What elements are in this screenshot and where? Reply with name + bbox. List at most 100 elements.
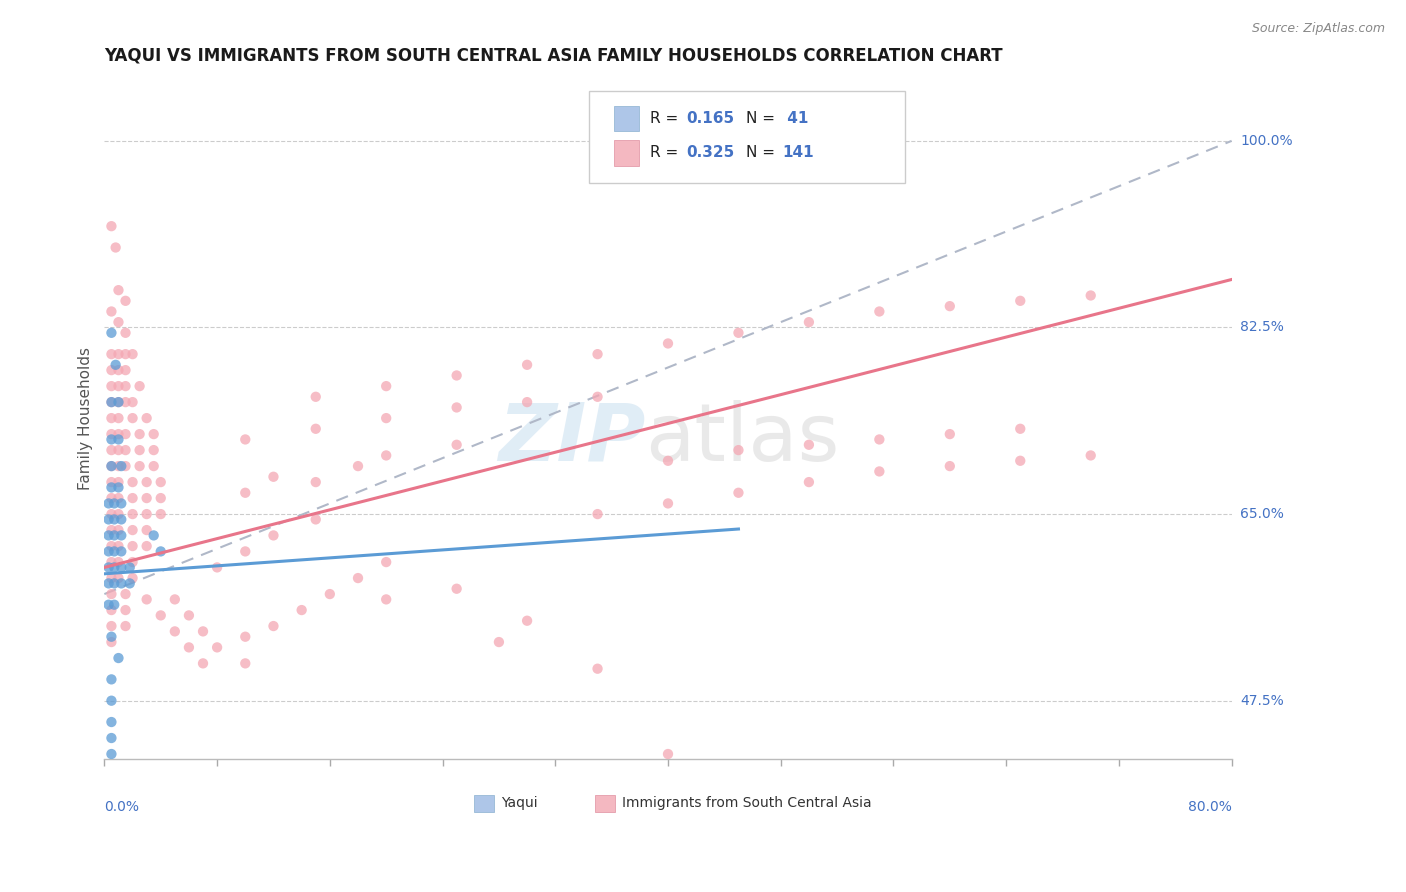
Point [100, 363, 122, 377]
Point [107, 475, 129, 489]
Point [233, 433, 256, 447]
Point [128, 459, 150, 474]
Point [1010, 422, 1032, 436]
Point [114, 459, 136, 474]
Point [104, 240, 127, 254]
Point [107, 379, 129, 393]
Point [100, 395, 122, 409]
Point [100, 731, 122, 745]
Point [516, 614, 538, 628]
Point [114, 603, 136, 617]
Point [121, 347, 143, 361]
Point [107, 459, 129, 474]
Point [100, 539, 122, 553]
Point [121, 507, 143, 521]
Point [100, 459, 122, 474]
FancyBboxPatch shape [614, 105, 638, 131]
Point [107, 395, 129, 409]
Point [107, 539, 129, 553]
Point [100, 630, 122, 644]
Text: Immigrants from South Central Asia: Immigrants from South Central Asia [621, 797, 872, 810]
Point [107, 555, 129, 569]
Point [142, 443, 165, 458]
Point [103, 512, 125, 526]
Point [446, 368, 468, 383]
Point [149, 544, 172, 558]
Point [121, 475, 143, 489]
Point [135, 592, 157, 607]
Point [263, 528, 285, 542]
Text: YAQUI VS IMMIGRANTS FROM SOUTH CENTRAL ASIA FAMILY HOUSEHOLDS CORRELATION CHART: YAQUI VS IMMIGRANTS FROM SOUTH CENTRAL A… [104, 46, 1002, 64]
Point [107, 523, 129, 537]
Point [107, 433, 129, 447]
Point [142, 427, 165, 442]
Point [128, 427, 150, 442]
Point [1080, 449, 1102, 463]
Point [142, 459, 165, 474]
Point [103, 496, 125, 510]
Point [107, 571, 129, 585]
Point [1080, 288, 1102, 302]
Point [114, 395, 136, 409]
Point [100, 219, 122, 234]
Y-axis label: Family Households: Family Households [79, 347, 93, 490]
Text: 141: 141 [782, 145, 814, 161]
Point [516, 358, 538, 372]
Point [100, 571, 122, 585]
Point [797, 315, 820, 329]
Point [103, 598, 125, 612]
Point [263, 469, 285, 483]
Point [100, 427, 122, 442]
Point [100, 443, 122, 458]
Point [797, 475, 820, 489]
Point [97, 496, 120, 510]
Text: 41: 41 [782, 111, 808, 126]
Point [446, 582, 468, 596]
Point [100, 635, 122, 649]
Text: 47.5%: 47.5% [1240, 694, 1284, 707]
Point [114, 347, 136, 361]
Point [939, 459, 962, 474]
Text: N =: N = [745, 145, 780, 161]
Text: Source: ZipAtlas.com: Source: ZipAtlas.com [1251, 22, 1385, 36]
Point [797, 438, 820, 452]
Point [110, 560, 132, 574]
Point [100, 714, 122, 729]
Point [97, 598, 120, 612]
Point [488, 635, 510, 649]
Point [868, 465, 890, 479]
Point [114, 619, 136, 633]
Text: 65.0%: 65.0% [1240, 507, 1284, 521]
Point [233, 544, 256, 558]
Point [103, 560, 125, 574]
Point [114, 363, 136, 377]
Point [114, 293, 136, 308]
Point [118, 576, 141, 591]
Point [100, 411, 122, 425]
Point [1010, 454, 1032, 468]
Point [100, 480, 122, 494]
Point [107, 411, 129, 425]
Point [135, 523, 157, 537]
Point [107, 347, 129, 361]
Point [347, 459, 370, 474]
Point [121, 523, 143, 537]
Point [110, 496, 132, 510]
Point [191, 657, 214, 671]
Text: 80.0%: 80.0% [1188, 800, 1232, 814]
Point [375, 379, 398, 393]
Point [128, 443, 150, 458]
Point [100, 587, 122, 601]
Point [121, 395, 143, 409]
Point [1010, 293, 1032, 308]
Point [110, 459, 132, 474]
Point [939, 427, 962, 442]
Point [586, 390, 609, 404]
Point [100, 603, 122, 617]
Point [100, 475, 122, 489]
Point [233, 657, 256, 671]
Text: ZIP: ZIP [498, 400, 645, 477]
Point [103, 576, 125, 591]
Point [149, 608, 172, 623]
Point [135, 411, 157, 425]
